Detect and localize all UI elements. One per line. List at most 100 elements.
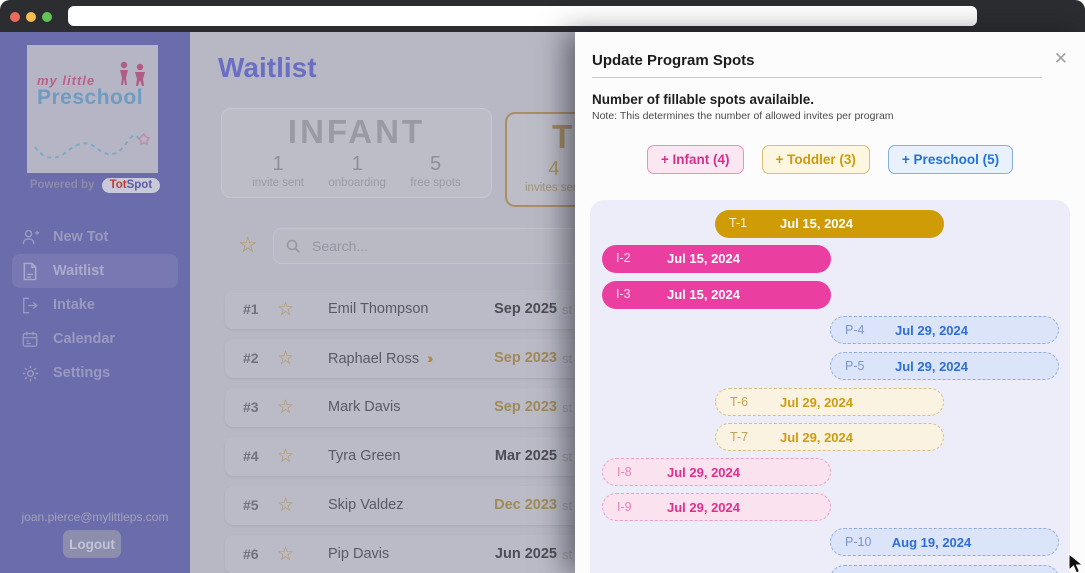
- modal-description: Number of fillable spots availaible.: [592, 92, 815, 107]
- pill-date: Jul 15, 2024: [667, 251, 740, 266]
- row-name: Mark Davis: [328, 399, 401, 415]
- pill-date: Jul 29, 2024: [667, 465, 740, 480]
- logout-button[interactable]: Logout: [63, 530, 121, 558]
- pill-id: T-7: [730, 430, 749, 444]
- powered-by: Powered by TotSpot: [0, 178, 190, 193]
- modal-title: Update Program Spots: [592, 52, 755, 69]
- add-spot-button-blue[interactable]: + Preschool (5): [887, 145, 1014, 174]
- maximize-window-button[interactable]: [42, 12, 52, 22]
- star-icon[interactable]: ☆: [277, 348, 295, 369]
- star-icon[interactable]: ☆: [277, 299, 295, 320]
- row-rank: #1: [243, 301, 259, 317]
- close-icon[interactable]: ✕: [1053, 49, 1068, 68]
- invite-pill-p-5[interactable]: P-5 Jul 29, 2024: [830, 352, 1059, 380]
- row-date-suffix: st: [562, 351, 573, 366]
- sidebar-item-intake[interactable]: Intake: [12, 288, 178, 322]
- invite-pill-i-9[interactable]: I-9 Jul 29, 2024: [602, 493, 831, 521]
- sidebar-item-calendar[interactable]: Calendar: [12, 322, 178, 356]
- row-date-suffix: st: [562, 449, 573, 464]
- row-start-date: Sep 2023: [494, 399, 557, 415]
- document-icon: [20, 261, 40, 281]
- star-icon[interactable]: ☆: [277, 495, 295, 516]
- pill-id: T-6: [730, 395, 749, 409]
- add-spot-button-gold[interactable]: + Toddler (3): [761, 145, 870, 174]
- search-icon: [286, 239, 301, 253]
- sidebar-item-settings[interactable]: Settings: [12, 356, 178, 390]
- page-title: Waitlist: [218, 52, 317, 83]
- row-start-date: Sep 2025: [494, 301, 557, 317]
- row-name: Raphael Ross ››: [328, 350, 434, 367]
- program-stat: 1 invite sent: [252, 153, 304, 189]
- invite-pill-t-7[interactable]: T-7 Jul 29, 2024: [715, 423, 944, 451]
- row-rank: #3: [243, 399, 259, 415]
- sidebar-item-label: Calendar: [53, 331, 116, 347]
- program-stat: 5 free spots: [410, 153, 461, 189]
- program-spot-buttons: + Infant (4) + Toddler (3) + Preschool (5): [575, 145, 1085, 174]
- invite-pill-i-2[interactable]: I-2 Jul 15, 2024: [602, 245, 831, 273]
- invite-pill-i-8[interactable]: I-8 Jul 29, 2024: [602, 458, 831, 486]
- update-program-spots-modal: Update Program Spots ✕ Number of fillabl…: [575, 32, 1085, 573]
- powered-by-label: Powered by: [29, 179, 95, 191]
- stat-label: invite sent: [252, 177, 304, 189]
- pill-id: P-4: [845, 323, 865, 337]
- brand-tot: Tot: [109, 179, 127, 191]
- star-icon[interactable]: ☆: [277, 397, 295, 418]
- sidebar-item-label: Waitlist: [53, 263, 105, 279]
- invite-pill-t-6[interactable]: T-6 Jul 29, 2024: [715, 388, 944, 416]
- sidebar-item-label: Intake: [53, 297, 95, 313]
- pill-id: I-9: [617, 500, 632, 514]
- pill-id: P-10: [845, 535, 872, 549]
- promote-chevrons-icon: ››: [427, 350, 434, 366]
- close-window-button[interactable]: [10, 12, 20, 22]
- mouse-cursor: [1068, 553, 1084, 573]
- address-bar[interactable]: [68, 6, 977, 26]
- row-start-date: Mar 2025: [494, 448, 557, 464]
- row-date-suffix: st: [562, 302, 573, 317]
- pill-date: Jul 29, 2024: [895, 359, 968, 374]
- star-icon[interactable]: ☆: [277, 446, 295, 467]
- pill-date: Jul 29, 2024: [780, 395, 853, 410]
- invite-pill-p-11[interactable]: P-11: [830, 565, 1059, 573]
- row-start-date: Dec 2023: [494, 497, 557, 513]
- row-start-date: Jun 2025: [494, 546, 557, 562]
- sidebar-item-waitlist[interactable]: Waitlist: [12, 254, 178, 288]
- pill-date: Jul 29, 2024: [780, 430, 853, 445]
- row-rank: #2: [243, 350, 259, 366]
- stat-value: 1: [351, 153, 363, 175]
- program-stat: 1 onboarding: [328, 153, 386, 189]
- row-date-suffix: st: [562, 400, 573, 415]
- invite-pill-i-3[interactable]: I-3 Jul 15, 2024: [602, 281, 831, 309]
- stat-label: onboarding: [328, 177, 386, 189]
- pill-id: T-1: [729, 216, 748, 230]
- totspot-badge: TotSpot: [101, 178, 161, 193]
- minimize-window-button[interactable]: [26, 12, 36, 22]
- sidebar: my little Preschool Powered by TotSpot N…: [0, 32, 190, 573]
- stat-label: free spots: [410, 177, 461, 189]
- program-card-infant[interactable]: INFANT 1 invite sent 1 onboarding 5 free spot…: [221, 108, 492, 198]
- logo-squiggle-icon: [34, 132, 151, 159]
- star-icon[interactable]: ☆: [277, 544, 295, 565]
- sidebar-item-new-tot[interactable]: New Tot: [12, 220, 178, 254]
- favorites-filter-star-icon[interactable]: ☆: [238, 232, 258, 257]
- user-email: joan.pierce@mylittleps.com: [21, 510, 169, 524]
- row-start-date: Sep 2023: [494, 350, 557, 366]
- program-card-title: INFANT: [287, 113, 426, 150]
- logo-line1: my little: [37, 73, 96, 88]
- invite-pill-p-10[interactable]: P-10 Aug 19, 2024: [830, 528, 1059, 556]
- invite-pill-p-4[interactable]: P-4 Jul 29, 2024: [830, 316, 1059, 344]
- row-rank: #5: [243, 497, 259, 513]
- row-rank: #4: [243, 448, 259, 464]
- pill-id: I-8: [617, 465, 632, 479]
- modal-note: Note: This determines the number of allo…: [592, 110, 894, 122]
- row-name: Tyra Green: [328, 448, 401, 464]
- invite-pill-t-1[interactable]: T-1 Jul 15, 2024: [715, 210, 944, 238]
- stat-label: invites sent: [525, 182, 583, 194]
- add-spot-button-pink[interactable]: + Infant (4): [646, 145, 744, 174]
- stat-value: 5: [429, 153, 442, 175]
- gear-icon: [20, 363, 40, 383]
- pill-id: P-5: [845, 359, 865, 373]
- pill-date: Jul 15, 2024: [780, 216, 853, 231]
- preschool-logo: my little Preschool: [27, 45, 158, 173]
- pill-date: Jul 29, 2024: [667, 500, 740, 515]
- pill-date: Aug 19, 2024: [891, 535, 972, 550]
